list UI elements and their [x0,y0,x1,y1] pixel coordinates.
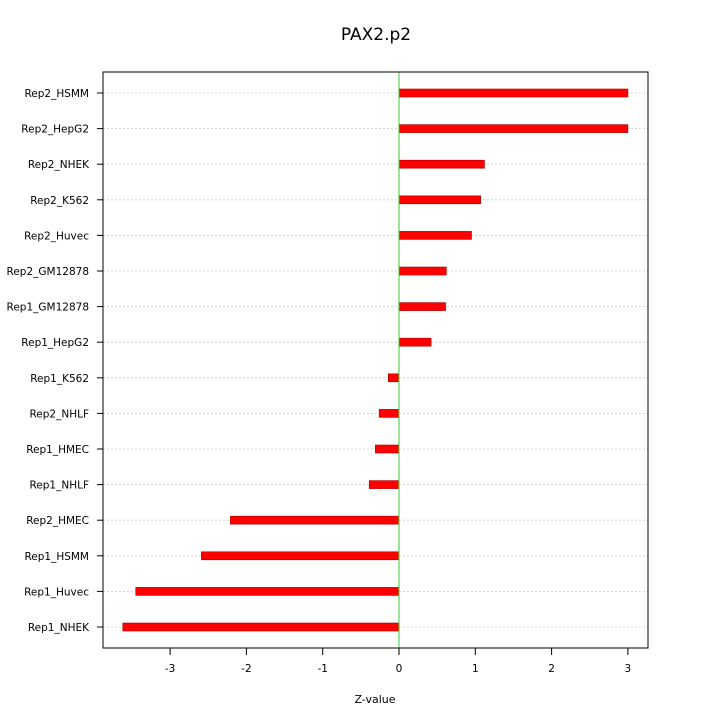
bar-Rep2_Huvec [398,231,472,240]
y-tick-label: Rep1_K562 [30,373,89,385]
y-tick-label: Rep2_HepG2 [21,124,89,136]
y-tick-label: Rep1_GM12878 [7,302,89,314]
bar-Rep1_HMEC [375,444,400,454]
bar-Rep1_K562 [388,373,400,383]
chart-title: PAX2.p2 [341,25,411,45]
x-tick-label: 1 [472,663,479,675]
y-tick-label: Rep2_Huvec [24,230,89,242]
y-tick-label: Rep2_NHLF [29,408,89,420]
x-axis-label: Z-value [354,693,395,706]
y-tick-label: Rep2_GM12878 [7,266,89,278]
bar-Rep1_GM12878 [398,302,446,311]
grid-lines [103,92,648,628]
bar-Rep2_GM12878 [398,266,447,276]
y-tick-label: Rep1_NHEK [28,622,90,634]
y-tick-label: Rep1_NHLF [29,480,89,492]
bar-Rep1_Huvec [135,587,400,596]
x-tick-label: -3 [165,663,175,675]
bar-Rep2_NHLF [378,409,400,418]
y-tick-label: Rep2_HMEC [26,515,89,527]
bar-Rep1_NHLF [368,480,400,489]
bar-Rep1_HepG2 [398,337,432,347]
y-tick-label: Rep1_HMEC [26,444,89,456]
bar-Rep2_NHEK [398,159,485,169]
x-tick-label: -1 [317,663,327,675]
bar-Rep2_HMEC [230,515,400,525]
bars [122,88,629,632]
y-tick-label: Rep2_NHEK [28,159,90,171]
y-tick-labels: Rep2_HSMM Rep2_HepG2 Rep2_NHEK Rep2_K562 Rep… [7,88,103,634]
y-tick-label: Rep2_HSMM [24,88,89,100]
bar-Rep1_HSMM [201,551,400,561]
y-tick-label: Rep1_Huvec [24,586,89,598]
y-tick-label: Rep1_HSMM [24,551,89,563]
x-tick-label: 2 [548,663,555,675]
bar-Rep2_K562 [398,195,481,205]
x-tick-label: -2 [241,663,251,675]
y-tick-label: Rep2_K562 [30,195,89,207]
x-axis: -3 -2 -1 0 1 2 3 [165,648,631,675]
bar-Rep2_HSMM [398,88,629,98]
bar-Rep1_NHEK [122,622,400,632]
bar-Rep2_HepG2 [398,124,629,133]
plot-frame [102,71,649,649]
x-tick-label: 0 [396,663,403,675]
y-tick-label: Rep1_HepG2 [21,337,89,349]
x-tick-label: 3 [625,663,632,675]
